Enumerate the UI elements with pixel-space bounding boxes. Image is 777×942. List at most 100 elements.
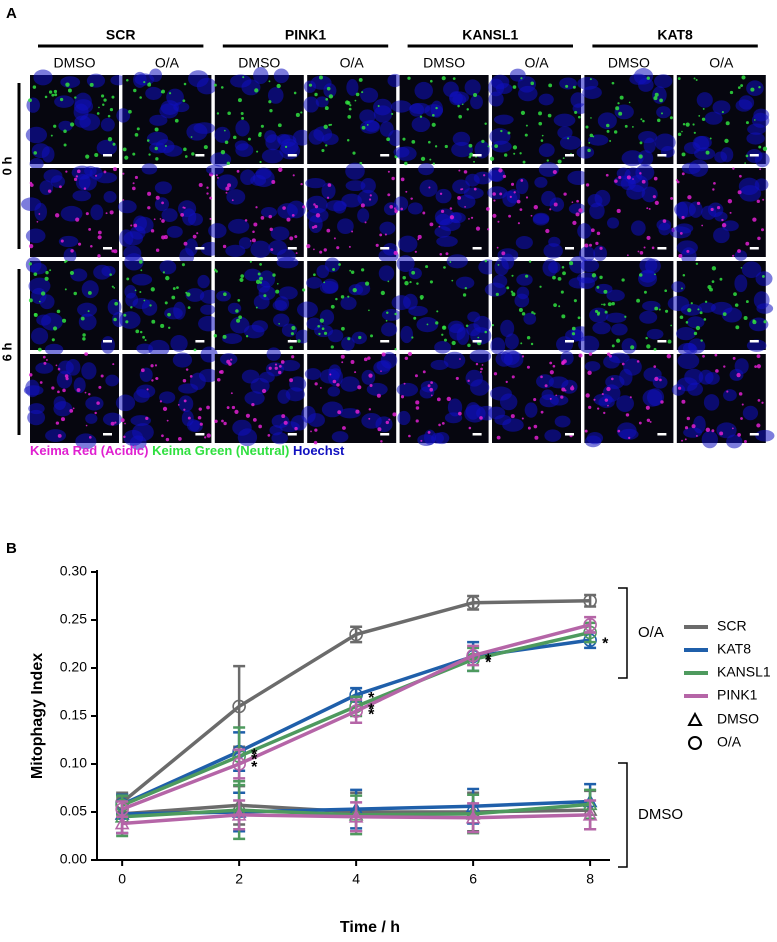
signal: [154, 364, 158, 367]
micrograph: [487, 162, 590, 262]
signal: [549, 370, 554, 375]
legend-label: PINK1: [717, 687, 758, 703]
signal: [709, 137, 712, 140]
signal: [386, 137, 391, 142]
marker-circle: [466, 595, 480, 610]
signal: [740, 266, 743, 269]
nucleus: [60, 76, 81, 88]
nucleus: [72, 190, 92, 202]
signal: [525, 274, 529, 278]
nucleus: [159, 391, 176, 404]
signal: [268, 80, 271, 83]
error-bar: [233, 748, 246, 780]
signal: [323, 248, 327, 252]
signal: [260, 216, 265, 220]
signal: [429, 222, 434, 227]
signal: [404, 356, 409, 360]
signal: [740, 417, 743, 420]
signal: [198, 407, 202, 411]
nucleus: [523, 312, 537, 325]
signal: [278, 364, 282, 368]
nucleus: [244, 391, 265, 406]
signal: [577, 115, 581, 119]
nucleus: [463, 187, 484, 199]
channel-name: Hoechst: [293, 443, 345, 458]
signal: [662, 219, 667, 223]
signal: [370, 334, 374, 338]
nucleus: [159, 260, 177, 275]
error-bar: [467, 802, 480, 834]
signal: [354, 99, 357, 102]
legend-label: O/A: [717, 734, 742, 750]
nucleus: [538, 162, 559, 177]
signal: [352, 151, 356, 155]
signal: [741, 75, 746, 80]
signal: [481, 139, 485, 144]
nucleus: [226, 189, 246, 205]
bracket-label: O/A: [638, 624, 664, 641]
nucleus: [578, 335, 600, 354]
condition-label: O/A: [524, 55, 549, 71]
signal: [640, 118, 643, 121]
signal: [62, 318, 67, 323]
signal: [123, 313, 127, 317]
signal: [255, 279, 261, 285]
signal: [347, 295, 350, 298]
signal: [714, 353, 718, 357]
signal: [621, 278, 625, 282]
signal: [659, 98, 663, 103]
channel-name: Keima Green (Neutral): [152, 443, 289, 458]
signal: [702, 354, 705, 358]
signal: [680, 287, 683, 290]
signal: [379, 233, 383, 237]
significance-marker: *: [485, 655, 492, 672]
signal: [745, 121, 749, 125]
signal: [125, 320, 129, 324]
signal: [183, 399, 187, 403]
nucleus: [704, 111, 723, 125]
signal: [206, 405, 210, 410]
signal: [666, 353, 672, 359]
nucleus: [327, 386, 341, 397]
nucleus: [206, 164, 224, 175]
signal: [611, 377, 614, 381]
signal: [196, 232, 199, 235]
micrograph: [584, 352, 674, 448]
signal: [174, 118, 179, 123]
signal: [540, 375, 543, 379]
signal: [159, 218, 162, 220]
nucleus: [390, 100, 412, 113]
nucleus: [124, 253, 144, 271]
nucleus: [435, 188, 452, 204]
signal: [122, 172, 125, 175]
signal: [552, 169, 557, 175]
micrograph: [396, 349, 498, 446]
signal: [313, 273, 316, 277]
signal: [596, 285, 600, 289]
signal: [217, 176, 219, 179]
signal: [387, 280, 390, 283]
signal: [340, 354, 345, 359]
signal: [241, 116, 245, 120]
signal: [112, 167, 117, 172]
signal: [463, 170, 468, 174]
nucleus: [325, 200, 347, 212]
signal: [752, 217, 757, 222]
signal: [561, 314, 566, 319]
nucleus: [654, 74, 673, 89]
nucleus: [753, 108, 770, 122]
signal: [520, 179, 524, 182]
signal: [161, 235, 166, 240]
signal: [62, 388, 66, 393]
signal: [737, 190, 742, 195]
signal: [609, 140, 612, 142]
signal: [319, 250, 323, 254]
signal: [352, 287, 357, 293]
marker-circle: [583, 593, 597, 608]
signal: [740, 84, 744, 87]
signal: [162, 271, 166, 274]
signal: [732, 254, 735, 257]
signal: [113, 317, 117, 322]
signal: [659, 378, 662, 382]
signal: [132, 152, 136, 156]
